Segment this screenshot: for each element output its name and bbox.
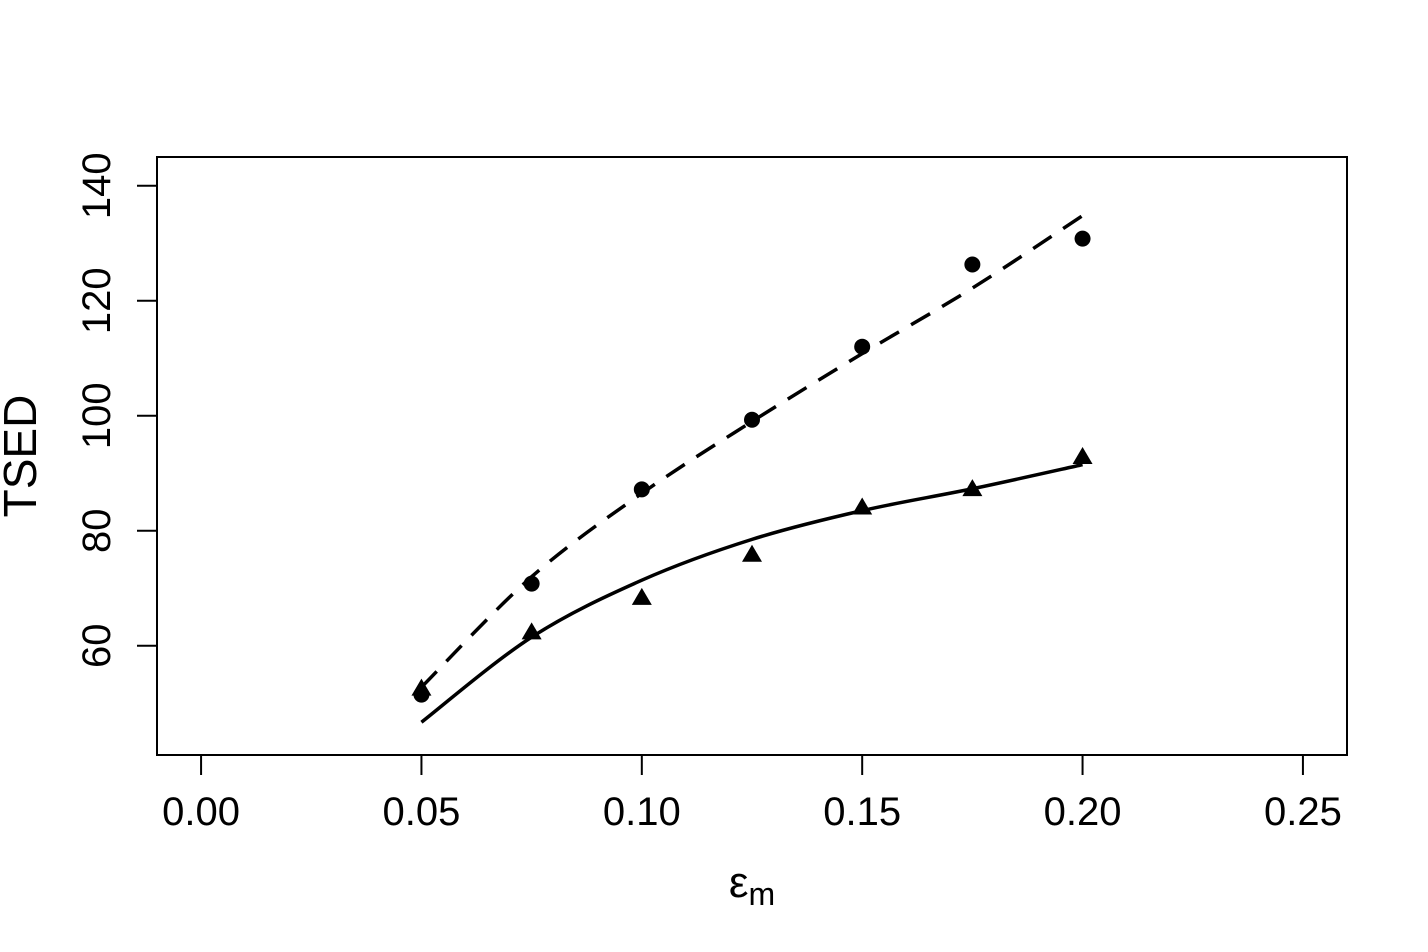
x-axis-title: εm xyxy=(729,858,775,912)
y-tick-label: 140 xyxy=(75,152,119,219)
data-point-circle xyxy=(854,338,871,355)
data-point-triangle xyxy=(1072,446,1093,464)
x-axis-subscript: m xyxy=(748,876,775,912)
x-axis-symbol: ε xyxy=(729,858,749,907)
x-tick-label: 0.10 xyxy=(603,790,681,834)
data-point-triangle xyxy=(742,544,762,562)
y-tick-label: 80 xyxy=(75,509,119,554)
plot-frame xyxy=(156,156,1348,756)
y-tick-label: 60 xyxy=(75,624,119,669)
fit-line-solid xyxy=(420,462,1083,724)
y-tick-label: 120 xyxy=(75,267,119,334)
y-axis-title: TSED xyxy=(0,395,46,518)
x-tick-label: 0.25 xyxy=(1264,790,1342,834)
data-point-circle xyxy=(523,575,540,592)
data-point-triangle xyxy=(411,678,432,696)
x-tick-label: 0.15 xyxy=(823,790,901,834)
data-point-triangle xyxy=(631,587,652,605)
data-point-triangle xyxy=(521,622,542,640)
y-axis: 60 80 100 120 140 xyxy=(75,152,158,669)
data-point-circle xyxy=(744,411,760,428)
fit-lines xyxy=(420,214,1084,724)
fit-line-dashed xyxy=(420,214,1084,689)
x-tick-label: 0.20 xyxy=(1044,790,1122,834)
data-point-triangle xyxy=(852,497,873,515)
data-point-circle xyxy=(964,256,981,273)
x-tick-label: 0.00 xyxy=(162,790,240,834)
x-tick-label: 0.05 xyxy=(383,790,461,834)
data-point-triangle xyxy=(962,479,983,497)
data-markers xyxy=(411,230,1093,703)
data-point-circle xyxy=(633,481,650,498)
data-point-circle xyxy=(1074,230,1091,247)
y-tick-label: 100 xyxy=(75,382,119,449)
x-axis: 0.00 0.05 0.10 0.15 0.20 0.25 xyxy=(162,754,1342,834)
